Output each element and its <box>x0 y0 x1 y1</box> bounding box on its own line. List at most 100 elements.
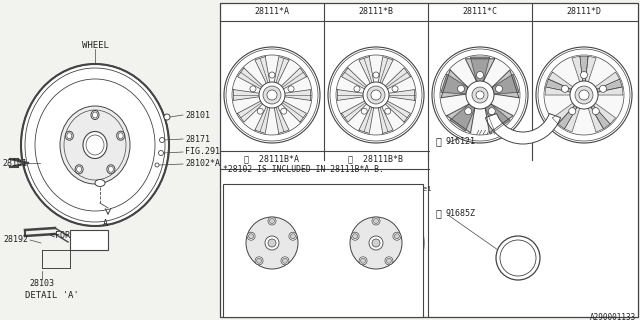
Circle shape <box>355 215 359 219</box>
Text: 28103: 28103 <box>29 278 54 287</box>
Circle shape <box>432 47 528 143</box>
Circle shape <box>569 108 576 115</box>
Circle shape <box>364 200 369 204</box>
Polygon shape <box>558 105 577 129</box>
Circle shape <box>399 207 406 214</box>
Circle shape <box>488 108 495 115</box>
Ellipse shape <box>21 64 169 226</box>
Circle shape <box>294 207 301 214</box>
Text: ※  28111B*B: ※ 28111B*B <box>349 155 403 164</box>
Circle shape <box>536 47 632 143</box>
Text: for how to use it.: for how to use it. <box>226 283 305 289</box>
Ellipse shape <box>65 131 74 140</box>
Circle shape <box>373 208 379 214</box>
Circle shape <box>300 250 305 256</box>
Circle shape <box>243 207 250 214</box>
Polygon shape <box>237 101 264 122</box>
Circle shape <box>393 267 397 271</box>
Polygon shape <box>384 68 410 89</box>
Circle shape <box>346 272 353 279</box>
Circle shape <box>392 214 398 220</box>
Circle shape <box>255 257 263 265</box>
Circle shape <box>410 258 417 265</box>
Text: /////////: ///////// <box>476 130 510 134</box>
Polygon shape <box>255 57 269 85</box>
Text: 28192: 28192 <box>3 236 28 244</box>
Circle shape <box>403 230 410 236</box>
Ellipse shape <box>159 138 164 142</box>
Circle shape <box>575 86 593 104</box>
Text: 28111*B: 28111*B <box>358 7 394 17</box>
Circle shape <box>369 236 383 250</box>
Circle shape <box>579 90 589 100</box>
Text: A: A <box>102 220 108 228</box>
Circle shape <box>224 47 320 143</box>
Polygon shape <box>580 56 588 81</box>
Circle shape <box>279 282 284 286</box>
Circle shape <box>570 81 598 109</box>
Text: MAX: MAX <box>513 262 523 268</box>
Circle shape <box>232 222 237 227</box>
Circle shape <box>372 217 380 225</box>
Circle shape <box>472 87 488 103</box>
Circle shape <box>561 85 568 92</box>
Circle shape <box>344 251 348 255</box>
Circle shape <box>372 239 380 247</box>
Circle shape <box>243 272 250 279</box>
Circle shape <box>259 198 266 205</box>
Circle shape <box>400 273 404 278</box>
Circle shape <box>374 273 378 277</box>
Polygon shape <box>282 90 310 100</box>
Polygon shape <box>593 103 616 124</box>
Circle shape <box>383 200 388 204</box>
Circle shape <box>259 280 266 287</box>
Polygon shape <box>591 105 610 129</box>
Circle shape <box>600 85 607 92</box>
Circle shape <box>383 282 388 286</box>
Circle shape <box>580 71 588 78</box>
Circle shape <box>400 208 404 213</box>
Circle shape <box>282 258 287 263</box>
Circle shape <box>346 207 353 214</box>
Text: km/h: km/h <box>512 268 524 273</box>
Ellipse shape <box>159 150 163 156</box>
Circle shape <box>354 86 360 92</box>
Circle shape <box>371 90 381 100</box>
Text: ①: ① <box>228 278 234 288</box>
Polygon shape <box>384 101 410 122</box>
Circle shape <box>248 234 253 239</box>
Circle shape <box>296 273 301 278</box>
Circle shape <box>335 258 342 265</box>
Circle shape <box>300 230 305 236</box>
Circle shape <box>394 234 399 239</box>
Circle shape <box>294 272 301 279</box>
Circle shape <box>374 209 378 213</box>
Ellipse shape <box>91 110 99 119</box>
Circle shape <box>328 195 424 291</box>
Circle shape <box>243 208 248 213</box>
Circle shape <box>227 241 232 245</box>
Circle shape <box>335 259 340 264</box>
Text: WHEEL: WHEEL <box>81 41 108 50</box>
Circle shape <box>259 82 285 108</box>
Circle shape <box>354 214 360 220</box>
Text: A290001133: A290001133 <box>589 313 636 320</box>
Circle shape <box>268 239 276 247</box>
Circle shape <box>250 214 256 220</box>
Polygon shape <box>280 68 307 89</box>
Text: 28171: 28171 <box>185 134 210 143</box>
Text: 916121: 916121 <box>445 137 475 146</box>
Circle shape <box>415 241 420 245</box>
Circle shape <box>247 232 255 240</box>
Polygon shape <box>598 87 623 95</box>
Circle shape <box>279 200 284 204</box>
Polygon shape <box>342 68 368 89</box>
Circle shape <box>296 208 301 213</box>
Circle shape <box>348 273 352 278</box>
Circle shape <box>239 250 244 256</box>
Ellipse shape <box>155 163 159 167</box>
Polygon shape <box>255 105 269 133</box>
Circle shape <box>328 47 424 143</box>
Circle shape <box>250 266 256 272</box>
Text: Please refer to [FAST2 A&B MANUAL.pdf (-22-)]: Please refer to [FAST2 A&B MANUAL.pdf (-… <box>226 250 423 257</box>
